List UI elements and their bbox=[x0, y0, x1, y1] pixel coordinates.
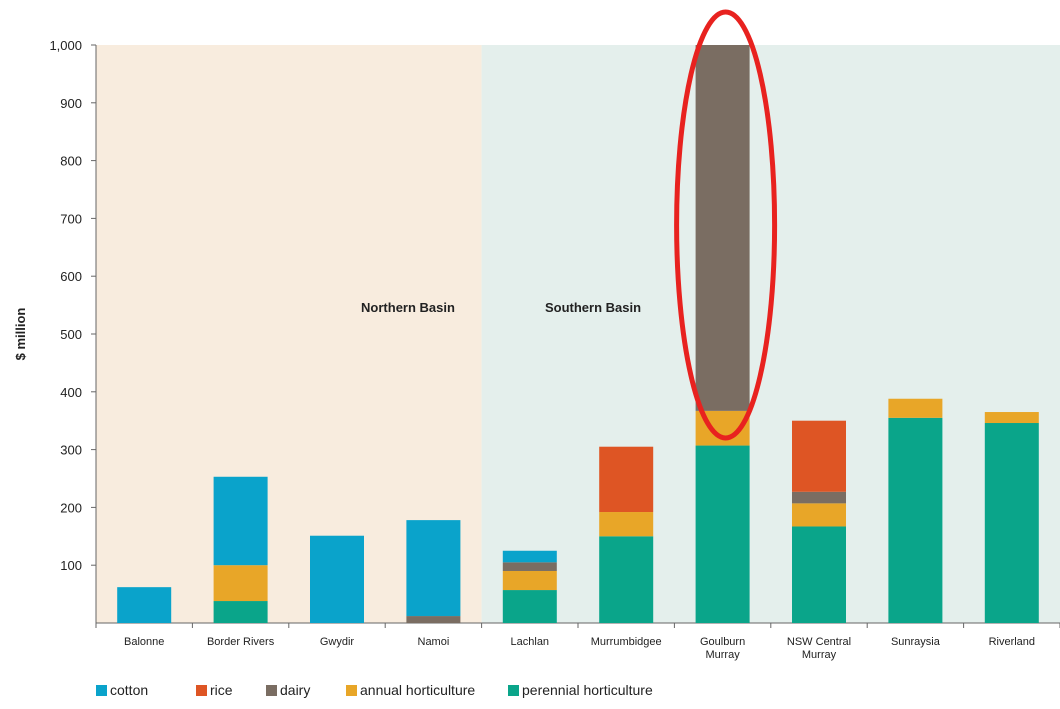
legend-swatch-annual-horticulture bbox=[346, 685, 357, 696]
x-category-label-line: Border Rivers bbox=[207, 636, 275, 648]
x-category-label: Namoi bbox=[418, 636, 450, 648]
bar-dairy-6 bbox=[695, 45, 750, 411]
x-category-label-line: Sunraysia bbox=[891, 636, 941, 648]
x-category-label: Gwydir bbox=[320, 636, 355, 648]
bar-cotton-4 bbox=[502, 550, 557, 563]
x-category-label-line: Riverland bbox=[989, 636, 1035, 648]
bar-cotton-1 bbox=[213, 476, 268, 566]
x-category-label-line: Goulburn bbox=[700, 636, 745, 648]
bar-cotton-3 bbox=[406, 520, 461, 617]
bar-annual-horticulture-9 bbox=[984, 412, 1039, 424]
x-category-label: Goulburn Murray bbox=[700, 636, 745, 661]
y-tick-label: 1,000 bbox=[49, 38, 82, 53]
bar-dairy-3 bbox=[406, 616, 461, 623]
region-label-1: Southern Basin bbox=[545, 300, 641, 315]
y-tick-label: 100 bbox=[60, 558, 82, 573]
x-category-label: NSW Central Murray bbox=[787, 636, 851, 661]
x-category-label-line: Balonne bbox=[124, 636, 164, 648]
x-category-label: Lachlan bbox=[511, 636, 550, 648]
x-category-label: Sunraysia bbox=[891, 636, 941, 648]
bar-perennial-horticulture-7 bbox=[792, 526, 846, 623]
x-category-label: Riverland bbox=[989, 636, 1035, 648]
legend-label-dairy: dairy bbox=[280, 682, 310, 698]
y-tick-label: 800 bbox=[60, 154, 82, 169]
x-category-label: Border Rivers bbox=[207, 636, 275, 648]
bar-perennial-horticulture-6 bbox=[695, 445, 750, 623]
x-category-label: Balonne bbox=[124, 636, 164, 648]
bar-rice-5 bbox=[599, 446, 654, 513]
x-category-label-line: Gwydir bbox=[320, 636, 355, 648]
bar-perennial-horticulture-9 bbox=[984, 423, 1039, 623]
x-category-label: Murrumbidgee bbox=[591, 636, 662, 648]
bar-annual-horticulture-8 bbox=[888, 398, 943, 418]
bar-perennial-horticulture-8 bbox=[888, 417, 943, 623]
legend-label-annual-horticulture: annual horticulture bbox=[360, 682, 475, 698]
bar-dairy-4 bbox=[502, 562, 557, 571]
legend-swatch-dairy bbox=[266, 685, 277, 696]
legend-swatch-perennial-horticulture bbox=[508, 685, 519, 696]
y-tick-label: 600 bbox=[60, 269, 82, 284]
bar-cotton-0 bbox=[117, 587, 172, 623]
y-tick-label: 700 bbox=[60, 211, 82, 226]
legend-label-cotton: cotton bbox=[110, 682, 148, 698]
x-category-label-line: Murrumbidgee bbox=[591, 636, 662, 648]
y-tick-label: 500 bbox=[60, 327, 82, 342]
bar-annual-horticulture-7 bbox=[792, 503, 846, 527]
bar-cotton-2 bbox=[310, 535, 364, 623]
legend-label-perennial-horticulture: perennial horticulture bbox=[522, 682, 653, 698]
bar-perennial-horticulture-5 bbox=[599, 536, 654, 623]
y-tick-label: 400 bbox=[60, 385, 82, 400]
bar-perennial-horticulture-4 bbox=[502, 590, 557, 623]
region-label-0: Northern Basin bbox=[361, 300, 455, 315]
y-tick-label: 300 bbox=[60, 443, 82, 458]
bar-perennial-horticulture-1 bbox=[213, 601, 268, 623]
x-category-label-line: Lachlan bbox=[511, 636, 550, 648]
bar-annual-horticulture-1 bbox=[213, 565, 268, 602]
bar-rice-7 bbox=[792, 420, 846, 492]
x-category-label-line: NSW Central bbox=[787, 636, 851, 648]
bar-dairy-7 bbox=[792, 491, 846, 504]
bar-annual-horticulture-5 bbox=[599, 512, 654, 537]
x-category-label-line: Murray bbox=[705, 649, 740, 661]
y-axis-label: $ million bbox=[13, 308, 28, 361]
y-tick-label: 900 bbox=[60, 96, 82, 111]
legend-swatch-cotton bbox=[96, 685, 107, 696]
highlight-ellipse bbox=[674, 9, 778, 441]
bar-annual-horticulture-4 bbox=[502, 570, 557, 591]
legend-label-rice: rice bbox=[210, 682, 233, 698]
y-tick-label: 200 bbox=[60, 500, 82, 515]
x-category-label-line: Murray bbox=[802, 649, 837, 661]
x-category-label-line: Namoi bbox=[418, 636, 450, 648]
legend-swatch-rice bbox=[196, 685, 207, 696]
